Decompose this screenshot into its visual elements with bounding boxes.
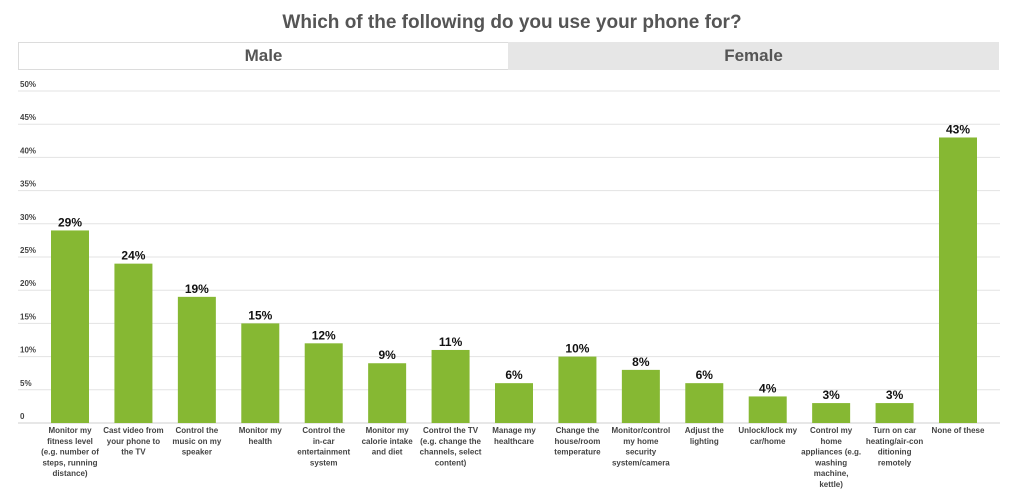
data-label: 43% [946,122,970,136]
data-label: 8% [632,355,650,369]
y-tick-label: 5% [20,379,32,388]
bar [558,356,597,423]
x-tick-label: Turn on car heating/air-con ditioning remot… [866,426,923,467]
y-tick-label: 45% [20,113,36,122]
y-tick-label: 25% [20,246,36,255]
y-tick-label: 35% [20,180,36,189]
tab-female[interactable]: Female [508,42,999,70]
bar [241,323,280,423]
bar [685,383,724,423]
data-label: 6% [505,368,523,382]
y-tick-label: 40% [20,146,36,155]
x-tick-label: Monitor my health [239,426,283,446]
y-tick-label: 0 [20,412,25,421]
data-label: 9% [378,348,396,362]
data-label: 11% [439,335,463,349]
data-label: 6% [696,368,714,382]
x-tick-label: None of these [932,426,985,435]
tab-male[interactable]: Male [18,42,508,70]
bar [748,396,787,423]
x-tick-label: Monitor/control my home security system/cam… [612,426,671,467]
x-tick-label: Monitor my fitness level (e.g. number of st… [41,426,99,478]
bar [621,369,660,423]
y-tick-label: 30% [20,213,36,222]
bar [114,263,153,423]
x-tick-label: Change the house/room temperature [554,426,601,457]
x-tick-label: Monitor my calorie intake and diet [362,426,414,457]
x-tick-label: Control my home appliances (e.g. washing mac… [801,426,861,489]
gender-tabs: Male Female [18,42,999,70]
data-label: 15% [248,308,272,322]
x-tick-label: Unlock/lock my car/home [738,426,797,446]
data-label: 4% [759,381,777,395]
bar [368,363,407,423]
y-tick-label: 15% [20,312,36,321]
y-tick-label: 20% [20,279,36,288]
bar [495,383,533,423]
y-tick-label: 50% [20,80,36,89]
chart-title: Which of the following do you use your p… [282,12,742,33]
y-tick-label: 10% [20,346,36,355]
x-tick-label: Adjust the lighting [685,426,725,446]
bar [177,296,216,423]
x-tick-label: Control the music on my speaker [172,426,221,457]
x-tick-label: Control the in-car entertainment system [297,426,350,467]
bar [51,230,89,423]
data-label: 3% [822,388,840,402]
data-label: 3% [886,388,904,402]
bar [812,403,851,423]
data-label: 29% [58,215,82,229]
bar [304,343,343,423]
bar [875,403,914,423]
x-tick-label: Manage my healthcare [492,426,536,446]
data-label: 19% [185,282,209,296]
data-label: 12% [312,328,336,342]
data-label: 24% [121,249,145,263]
x-tick-label: Cast video from your phone to the TV [103,426,163,457]
bar [431,349,470,423]
bar [939,137,977,424]
x-tick-label: Control the TV (e.g. change the channels, … [420,426,482,467]
data-label: 10% [565,342,589,356]
